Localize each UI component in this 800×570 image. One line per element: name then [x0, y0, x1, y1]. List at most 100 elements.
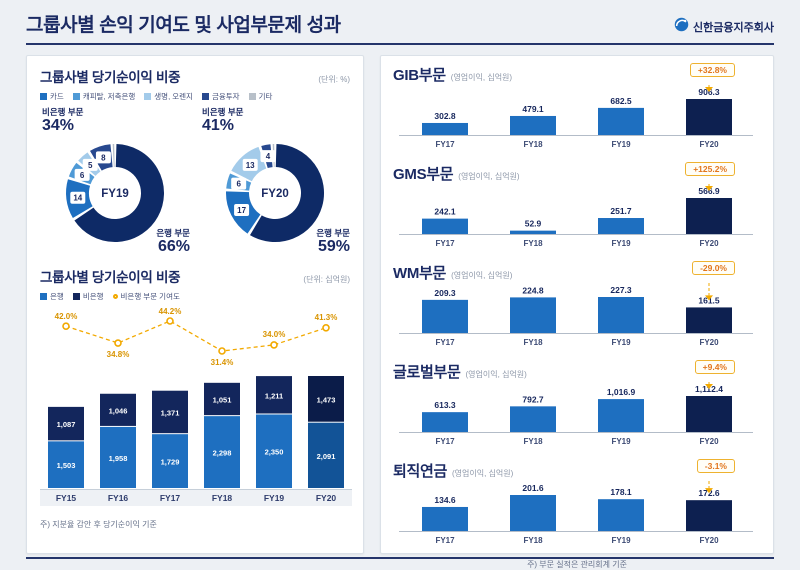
bar-value: 224.8	[522, 285, 544, 295]
legend-swatch-icon	[40, 93, 47, 100]
bar	[510, 116, 556, 135]
contribution-pct: 41.3%	[315, 313, 338, 322]
legend-swatch-icon	[73, 293, 80, 300]
bar	[422, 219, 468, 234]
legend-label: 비은행	[83, 291, 104, 302]
x-tick-label: FY19	[611, 536, 631, 545]
segment-value: 6	[80, 171, 85, 180]
legend-swatch-icon	[202, 93, 209, 100]
segment-value: 13	[246, 161, 255, 170]
change-badge: -29.0%	[692, 261, 735, 275]
nonbank-annotation: 비은행 부문 34%	[42, 106, 83, 135]
bar	[598, 297, 644, 333]
contribution-line	[66, 321, 326, 351]
bar	[510, 231, 556, 234]
division-title: 퇴직연금	[393, 460, 447, 481]
x-tick-label: FY18	[523, 536, 543, 545]
bar-value: 227.3	[610, 285, 632, 295]
bank-value: 1,958	[109, 454, 128, 463]
header: 그룹사별 손익 기여도 및 사업부문제 성과 신한금융지주회사	[26, 10, 774, 45]
x-tick-label: FY15	[56, 493, 77, 503]
bar	[598, 499, 644, 531]
segment-value: 17	[237, 206, 246, 215]
legend-item: 캐피탈, 저축은행	[73, 91, 135, 102]
division-unit: (영업이익, 십억원)	[451, 72, 512, 83]
change-badge: +32.8%	[690, 63, 735, 77]
x-tick-label: FY18	[212, 493, 233, 503]
x-tick-label: FY18	[523, 140, 543, 149]
legend-swatch-icon	[40, 293, 47, 300]
bank-value: 1,503	[57, 461, 76, 470]
legend-swatch-icon	[73, 93, 80, 100]
x-tick-label: FY20	[699, 239, 719, 248]
x-tick-label: FY20	[699, 140, 719, 149]
bar	[510, 297, 556, 333]
bottom-rule	[26, 557, 774, 559]
bar-section-title: 그룹사별 당기순이익 비중	[40, 266, 180, 286]
stacked-bar-chart: 1,5031,087FY151,9581,046FY161,7291,371FY…	[40, 305, 352, 511]
bar-value: 302.8	[434, 111, 456, 121]
legend-label: 기타	[259, 91, 273, 102]
bank-value: 2,298	[213, 449, 232, 458]
page-title: 그룹사별 손익 기여도 및 사업부문제 성과	[26, 10, 341, 37]
segment-value: 5	[88, 161, 93, 170]
bank-value: 2,091	[317, 452, 336, 461]
contribution-pct: 34.0%	[263, 330, 286, 339]
division-unit: (영업이익, 십억원)	[466, 369, 527, 380]
bar-value: 209.3	[434, 288, 456, 298]
donut-section-title: 그룹사별 당기순이익 비중	[40, 66, 180, 86]
bar	[598, 399, 644, 432]
bar-value: 52.9	[525, 219, 542, 229]
bank-value: 1,729	[161, 458, 180, 467]
line-marker	[63, 323, 69, 329]
x-tick-label: FY19	[611, 437, 631, 446]
nonbank-pct: 34%	[42, 118, 83, 135]
bar	[422, 412, 468, 432]
legend-item: 생명, 오렌지	[144, 91, 193, 102]
division-unit: (영업이익, 십억원)	[451, 270, 512, 281]
line-marker	[115, 340, 121, 346]
nonbank-value: 1,046	[109, 406, 128, 415]
legend-label: 캐피탈, 저축은행	[83, 91, 135, 102]
segment-value: 14	[73, 194, 82, 203]
bar	[686, 198, 732, 234]
bar-value: 792.7	[522, 394, 544, 404]
x-tick-label: FY17	[160, 493, 181, 503]
donut-center-label: FY19	[101, 188, 129, 200]
x-tick-label: FY18	[523, 338, 543, 347]
bar-value: 201.6	[522, 483, 544, 493]
bar-value: 682.5	[610, 96, 632, 106]
x-tick-label: FY19	[611, 140, 631, 149]
bar	[510, 406, 556, 432]
division-title: 글로벌부문	[393, 361, 461, 382]
donut-center-label: FY20	[261, 188, 289, 200]
legend-item: 카드	[40, 91, 64, 102]
contribution-pct: 42.0%	[55, 312, 78, 321]
bar-value: 242.1	[434, 207, 456, 217]
x-tick-label: FY20	[699, 536, 719, 545]
bar-value: 251.7	[610, 206, 632, 216]
bar-value: 134.6	[434, 495, 456, 505]
nonbank-pct: 41%	[202, 118, 243, 135]
x-tick-label: FY18	[523, 239, 543, 248]
division-unit: (영업이익, 십억원)	[452, 468, 513, 479]
change-badge: +125.2%	[685, 162, 735, 176]
legend-label: 비은행 부문 기여도	[121, 291, 180, 302]
x-tick-label: FY19	[611, 239, 631, 248]
x-tick-label: FY20	[316, 493, 337, 503]
